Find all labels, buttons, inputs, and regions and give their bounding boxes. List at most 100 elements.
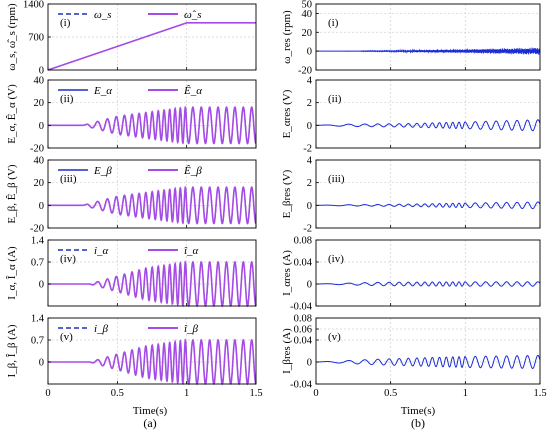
y-tick-label: -20 bbox=[298, 66, 312, 77]
panel-b3: -2 0 2 4 (iii) E_βres (V) bbox=[281, 156, 541, 235]
legend-label: E_β bbox=[93, 165, 112, 177]
x-tick-label: 0.5 bbox=[384, 388, 397, 399]
series-line-a4-2 bbox=[48, 260, 257, 308]
y-tick-label: 20 bbox=[34, 178, 45, 189]
series-line-b3-1 bbox=[316, 201, 541, 210]
legend-label: Ê_β bbox=[183, 165, 202, 177]
y-tick-label: 1400 bbox=[23, 0, 44, 11]
y-tick-label: -20 bbox=[30, 224, 44, 235]
y-tick-label: 0.06 bbox=[294, 325, 312, 336]
y-axis-label: I_α, Î_α (A) bbox=[6, 246, 18, 300]
y-tick-label: -2 bbox=[303, 144, 312, 155]
y-tick-label: 0 bbox=[307, 201, 312, 212]
y-axis-label: E_αres (V) bbox=[281, 89, 293, 138]
y-axis-label: E_βres (V) bbox=[281, 169, 293, 218]
x-tick-label: 0 bbox=[45, 388, 50, 399]
panel-label: (ii) bbox=[328, 93, 342, 105]
y-tick-label: -0.04 bbox=[290, 302, 313, 313]
panel-a2: -20 0 20 40 (ii) E_α, Ê_α (V) E_α Ê_α bbox=[6, 76, 257, 155]
panel-label: (i) bbox=[60, 17, 71, 29]
y-tick-label: 0 bbox=[39, 66, 44, 77]
y-tick-label: 0 bbox=[307, 47, 312, 58]
y-tick-label: 40 bbox=[34, 76, 45, 87]
y-tick-label: 0 bbox=[39, 280, 44, 291]
y-tick-label: 0.04 bbox=[294, 336, 313, 347]
panel-label: (ii) bbox=[60, 93, 74, 105]
y-tick-label: 700 bbox=[28, 33, 44, 44]
panel-a1: 0 700 1400 (i) ω_s, ω̂_s (rpm) ω_s ω̂_s bbox=[6, 0, 257, 77]
series-line-b2-1 bbox=[316, 119, 541, 132]
y-axis-label: I_αres (A) bbox=[281, 250, 293, 296]
plot-frame bbox=[315, 159, 541, 229]
plot-frame bbox=[47, 79, 257, 149]
plot-frame bbox=[47, 317, 257, 385]
legend-label: î_α bbox=[184, 245, 199, 257]
x-tick-label: 1 bbox=[184, 388, 189, 399]
y-axis-label: E_α, Ê_α (V) bbox=[6, 84, 18, 144]
y-tick-label: 20 bbox=[34, 98, 45, 109]
plot-frame bbox=[315, 3, 541, 71]
x-tick-label: 0.5 bbox=[111, 388, 124, 399]
y-axis-label: I_βres (A) bbox=[281, 328, 293, 374]
y-tick-label: 40 bbox=[302, 9, 313, 20]
plot-frame bbox=[315, 317, 541, 385]
y-axis-label: E_β, Ê_β (V) bbox=[6, 164, 18, 223]
panel-a3: -20 0 20 40 (iii) E_β, Ê_β (V) E_β Ê_β bbox=[6, 156, 257, 235]
y-tick-label: 0.7 bbox=[31, 336, 44, 347]
plot-frame bbox=[47, 239, 257, 307]
panel-a4: 0 0.7 1.4 (iv) I_α, Î_α (A) i_α î_α bbox=[6, 236, 257, 308]
legend-label: ω̂_s bbox=[184, 9, 202, 21]
y-tick-label: 2 bbox=[307, 98, 312, 109]
caption-b: (b) bbox=[411, 416, 425, 430]
panel-label: (iv) bbox=[60, 253, 76, 265]
series-line-a1-1 bbox=[47, 22, 256, 71]
panel-label: (v) bbox=[328, 331, 341, 343]
panel-label: (iv) bbox=[328, 253, 344, 265]
panel-label: (i) bbox=[328, 17, 339, 29]
y-tick-label: 2 bbox=[307, 178, 312, 189]
legend-label: î_β bbox=[184, 323, 199, 335]
x-tick-label: 1 bbox=[463, 388, 468, 399]
y-tick-label: 0 bbox=[39, 121, 44, 132]
panel-label: (iii) bbox=[328, 173, 345, 185]
y-tick-label: 0.04 bbox=[294, 258, 313, 269]
panel-label: (iii) bbox=[60, 173, 77, 185]
x-axis-label-b: Time(s) bbox=[401, 405, 436, 417]
y-tick-label: 0 bbox=[39, 358, 44, 369]
series-line-b4-1 bbox=[316, 281, 541, 287]
series-line-a3-2 bbox=[48, 185, 257, 225]
series-line-a2-2 bbox=[48, 105, 257, 145]
panel-label: (v) bbox=[60, 331, 73, 343]
series-line-b1-1 bbox=[316, 47, 541, 55]
x-axis-label-a: Time(s) bbox=[133, 405, 168, 417]
y-tick-label: 0 bbox=[307, 121, 312, 132]
y-tick-label: 0 bbox=[39, 201, 44, 212]
plot-frame bbox=[315, 239, 541, 307]
legend-label: Ê_α bbox=[183, 85, 202, 97]
y-tick-label: 1.4 bbox=[31, 314, 45, 325]
y-tick-label: 0.7 bbox=[31, 258, 44, 269]
legend-label: ω_s bbox=[94, 9, 112, 21]
y-tick-label: 1.4 bbox=[31, 236, 45, 247]
x-tick-label: 0 bbox=[313, 388, 318, 399]
y-tick-label: 50 bbox=[302, 0, 313, 11]
y-tick-label: 0.08 bbox=[294, 314, 312, 325]
plot-frame bbox=[315, 79, 541, 149]
y-tick-label: 40 bbox=[34, 156, 45, 167]
y-axis-label: ω_s, ω̂_s (rpm) bbox=[6, 3, 18, 71]
panel-b4: -0.04 0 0.04 0.08 (iv) I_αres (A) bbox=[281, 236, 541, 313]
series-line-b5-1 bbox=[316, 354, 541, 369]
y-tick-label: 0 bbox=[307, 358, 312, 369]
y-tick-label: 20 bbox=[302, 28, 313, 39]
y-tick-label: 0.08 bbox=[294, 236, 312, 247]
legend-label: i_α bbox=[94, 245, 109, 257]
plot-frame bbox=[47, 159, 257, 229]
series-line-a5-2 bbox=[48, 338, 257, 386]
panel-a5: 0 0.7 1.4 0 0.5 1 1.5 (v) I_β, Î_β (A) i_β î_β bbox=[6, 314, 263, 400]
y-tick-label: -2 bbox=[303, 224, 312, 235]
y-axis-label: ω_res (rpm) bbox=[281, 10, 293, 64]
